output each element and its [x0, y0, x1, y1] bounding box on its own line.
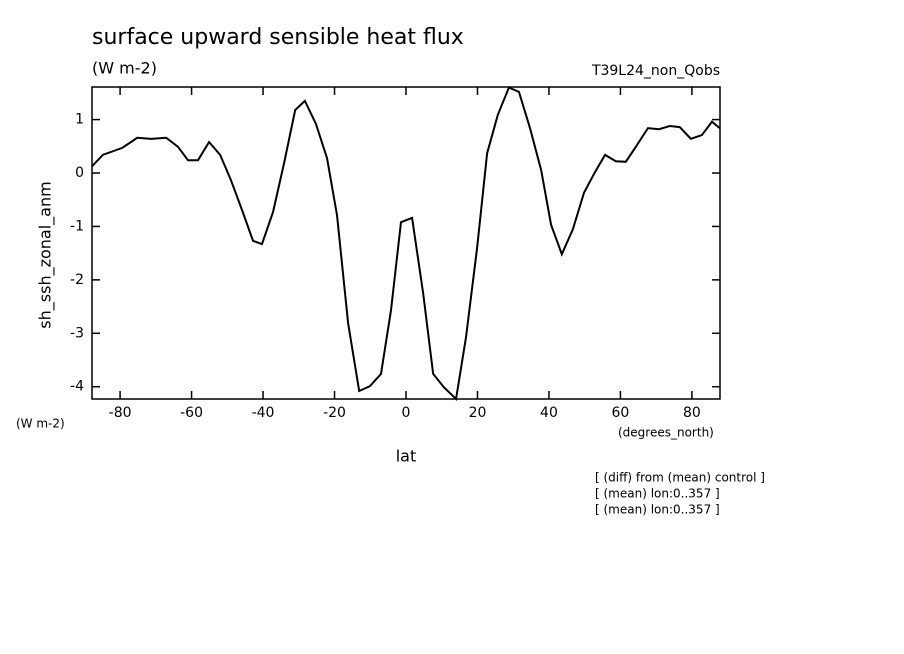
- y-tick-label: 0: [75, 165, 84, 181]
- note: [ (diff) from (mean) control ]: [595, 471, 765, 485]
- x-tick-label: -40: [252, 405, 275, 421]
- x-tick-label: 40: [540, 405, 558, 421]
- x-tick-label: -80: [109, 405, 132, 421]
- data-line: [91, 86, 721, 402]
- y-tick-label: -4: [70, 379, 84, 395]
- y-tick-label: -2: [70, 272, 84, 288]
- y-axis-label: sh_ssh_zonal_anm: [36, 181, 56, 328]
- plot-frame: [91, 86, 721, 400]
- x-tick-label: 80: [683, 405, 701, 421]
- x-axis-label: lat: [396, 447, 417, 466]
- run-label: T39L24_non_Qobs: [591, 63, 720, 79]
- x-tick-label: -20: [323, 405, 346, 421]
- y-tick-label: 1: [75, 112, 84, 128]
- x-tick-label: -60: [180, 405, 203, 421]
- y-tick-label: -3: [70, 325, 84, 341]
- note: [ (mean) lon:0..357 ]: [595, 503, 720, 517]
- x-tick-label: 60: [612, 405, 630, 421]
- x-tick-label: 20: [469, 405, 487, 421]
- x-tick-label: 0: [402, 405, 411, 421]
- note: [ (mean) lon:0..357 ]: [595, 487, 720, 501]
- y-tick-label: -1: [70, 218, 84, 234]
- x-units: (degrees_north): [618, 426, 714, 440]
- chart-title: surface upward sensible heat flux: [92, 25, 464, 50]
- y-units: (W m-2): [16, 417, 65, 431]
- subtitle: (W m-2): [92, 59, 157, 78]
